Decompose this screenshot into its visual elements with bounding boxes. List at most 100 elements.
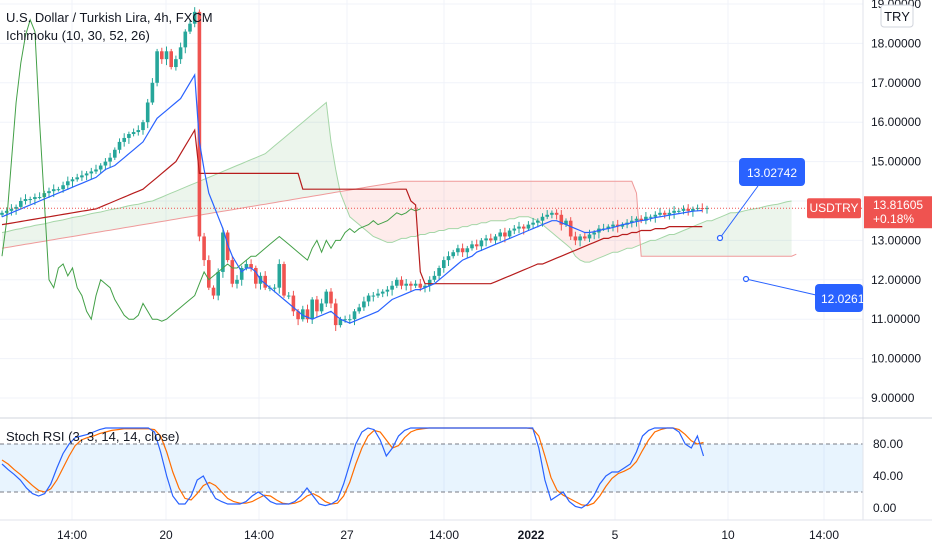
ichimoku-cloud-segment (349, 189, 355, 221)
price-tick-label: 13.00000 (871, 233, 921, 247)
callout-leader (719, 185, 759, 239)
candle-body (503, 232, 507, 237)
price-callout-lower[interactable]: 12.0261 (742, 275, 865, 313)
ichimoku-cloud-segment (251, 157, 256, 207)
candle-body (611, 224, 615, 227)
candle-body (155, 51, 159, 83)
candle-body (202, 236, 206, 261)
candle-body (103, 161, 108, 166)
candle-body (14, 206, 18, 209)
candle-body (263, 275, 267, 288)
candle-body (550, 212, 554, 215)
candle-body (380, 291, 385, 294)
ichimoku-cloud-segment (175, 189, 181, 220)
candle-body (686, 208, 690, 211)
candle-body (75, 177, 79, 180)
ichimoku-cloud-segment (354, 188, 360, 225)
ichimoku-cloud-segment (293, 126, 299, 200)
candle-body (705, 208, 709, 210)
symbol-title[interactable]: U.S. Dollar / Turkish Lira, 4h, FXCM (6, 10, 213, 25)
price-tick-label: 12.00000 (871, 273, 921, 287)
ichimoku-cloud-segment (660, 236, 665, 257)
ichimoku-cloud-segment (537, 181, 543, 225)
callout-box (815, 284, 863, 312)
stoch-rsi-label[interactable]: Stoch RSI (3, 3, 14, 14, close) (6, 429, 179, 444)
ichimoku-cloud-segment (128, 204, 134, 228)
currency-button[interactable]: TRY (880, 4, 914, 28)
ichimoku-cloud-segment (269, 145, 275, 204)
last-price-label[interactable]: USDTRY 13.81605+0.18% (807, 196, 932, 229)
candle-body (37, 197, 42, 199)
candle-body (117, 141, 122, 150)
ichimoku-cloud-segment (641, 242, 646, 257)
time-tick-label: 14:00 (809, 528, 839, 542)
candle-body (47, 191, 51, 194)
ichimoku-cloud-segment (321, 102, 327, 195)
candle-body (404, 283, 408, 286)
candle-body (348, 319, 352, 321)
ichimoku-cloud-segment (86, 213, 92, 235)
candle-body (681, 208, 686, 211)
candle-body (352, 311, 357, 320)
ichimoku-cloud-segment (589, 181, 595, 263)
ichimoku-cloud-segment (570, 181, 576, 257)
ichimoku-cloud-segment (725, 212, 731, 257)
ichimoku-cloud-segment (763, 205, 769, 257)
candle-body (639, 218, 643, 221)
candle-body (536, 220, 540, 223)
ichimoku-cloud-segment (63, 218, 68, 239)
candle-body (315, 299, 319, 312)
candle-body (385, 289, 390, 292)
candle-body (371, 295, 376, 297)
ichimoku-cloud-segment (72, 216, 78, 237)
candle-body (254, 267, 258, 284)
ichimoku-cloud-segment (735, 212, 740, 257)
candle-body (244, 264, 249, 268)
candle-body (197, 11, 202, 237)
currency-button-label: TRY (884, 9, 910, 24)
ichimoku-cloud-segment (307, 114, 313, 198)
ichimoku-cloud-segment (772, 204, 778, 257)
candle-body (413, 283, 418, 286)
senkou-span-a-line (1, 101, 792, 263)
ichimoku-cloud-segment (627, 181, 632, 249)
ichimoku-cloud-segment (119, 206, 125, 229)
ichimoku-cloud-segment (363, 186, 369, 233)
candle-body (573, 236, 578, 241)
ichimoku-cloud-segment (81, 214, 87, 235)
ichimoku-cloud-segment (401, 181, 407, 239)
ichimoku-cloud-segment (406, 181, 411, 239)
ichimoku-cloud-segment (547, 181, 552, 233)
ichimoku-cloud-segment (25, 226, 31, 245)
price-callout-upper[interactable]: 13.02742 (716, 158, 806, 242)
ichimoku-cloud-segment (509, 181, 515, 219)
candle-body (33, 197, 37, 200)
ichimoku-label[interactable]: Ichimoku (10, 30, 52, 26) (6, 28, 150, 43)
candle-body (235, 279, 239, 284)
ichimoku-cloud-segment (288, 130, 294, 201)
ichimoku-cloud-segment (316, 106, 322, 196)
ichimoku-cloud-segment (161, 195, 167, 222)
candle-body (305, 309, 310, 320)
candle-body (301, 309, 305, 320)
candle-body (409, 283, 413, 286)
ichimoku-cloud-segment (425, 181, 430, 235)
ichimoku-cloud-segment (58, 219, 64, 239)
candle-body (56, 189, 61, 191)
candle-body (131, 132, 136, 135)
candle-body (465, 248, 470, 253)
candle-body (630, 220, 634, 223)
candle-body (658, 212, 662, 215)
ichimoku-cloud-segment (100, 210, 106, 232)
ichimoku-cloud-segment (782, 201, 787, 257)
candle-body (286, 295, 291, 297)
ichimoku-cloud-segment (237, 163, 242, 209)
candle-body (634, 218, 639, 221)
candle-body (512, 228, 517, 231)
candle-body (489, 238, 493, 241)
ichimoku-cloud-segment (138, 202, 143, 226)
ichimoku-cloud-segment (222, 169, 228, 212)
